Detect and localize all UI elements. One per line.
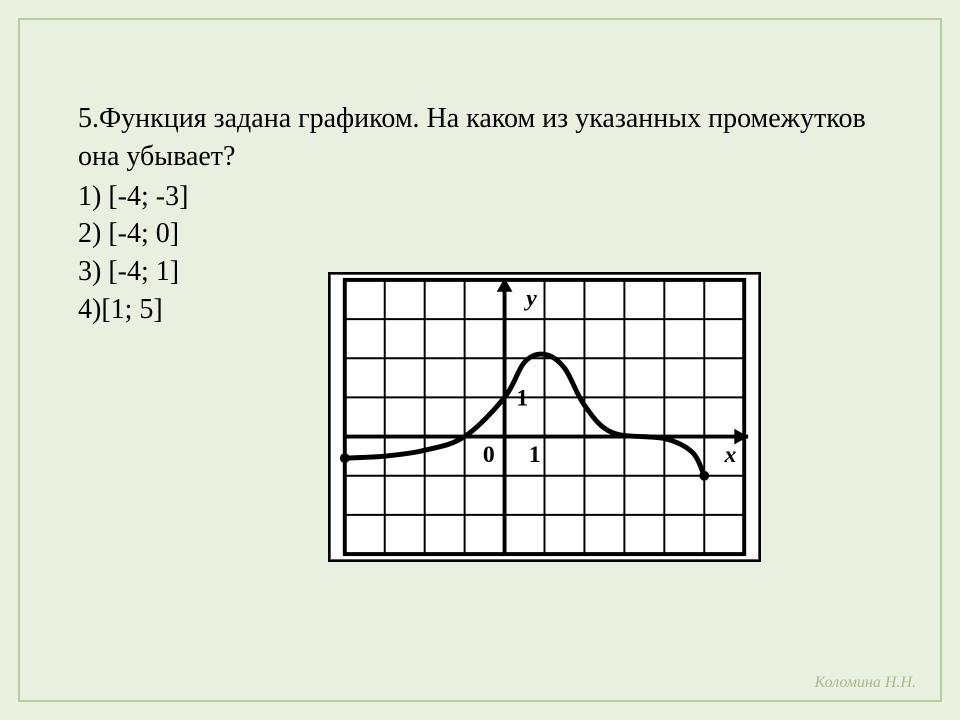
svg-text:0: 0 xyxy=(483,442,495,468)
option-2: 2) [-4; 0] xyxy=(78,215,908,253)
author-credit: Коломина Н.Н. xyxy=(815,674,916,692)
option-1: 1) [-4; -3] xyxy=(78,178,908,216)
function-graph: y x 0 1 1 xyxy=(328,272,761,562)
content-area: 5.Функция задана графиком. На каком из у… xyxy=(78,100,908,329)
slide-frame: 5.Функция задана графиком. На каком из у… xyxy=(18,18,942,702)
svg-text:y: y xyxy=(523,286,537,312)
svg-text:1: 1 xyxy=(529,442,541,468)
question-text: 5.Функция задана графиком. На каком из у… xyxy=(78,100,908,176)
svg-text:1: 1 xyxy=(516,385,528,411)
svg-text:x: x xyxy=(723,442,736,468)
